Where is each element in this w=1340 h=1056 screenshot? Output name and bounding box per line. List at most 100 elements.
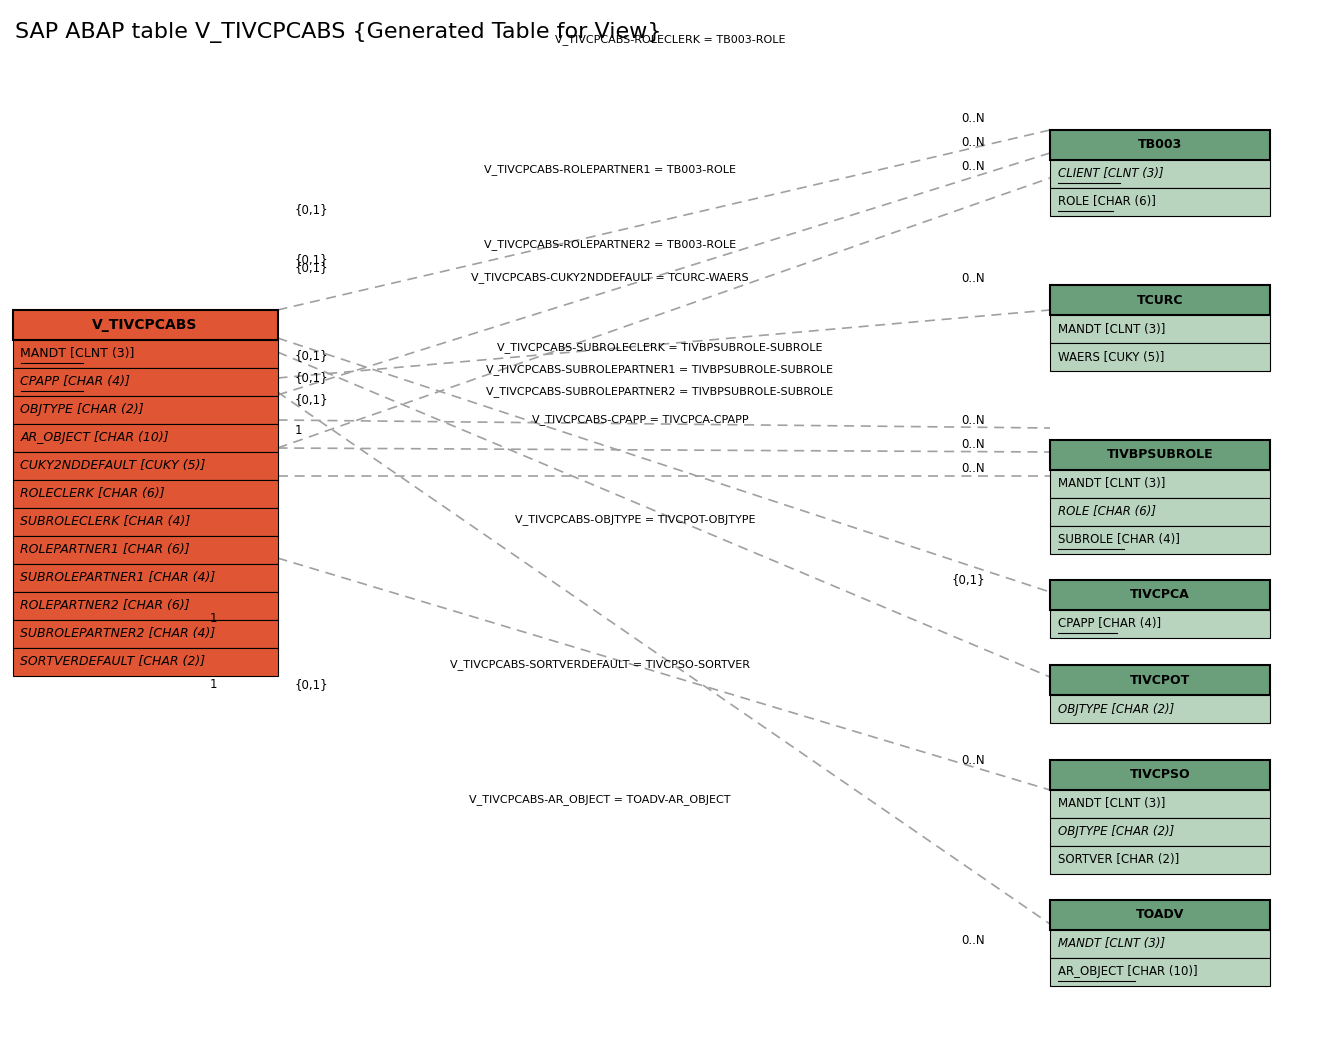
Text: V_TIVCPCABS: V_TIVCPCABS <box>92 318 198 332</box>
Text: SUBROLEPARTNER2 [CHAR (4)]: SUBROLEPARTNER2 [CHAR (4)] <box>20 627 216 641</box>
Text: AR_OBJECT [CHAR (10)]: AR_OBJECT [CHAR (10)] <box>20 432 169 445</box>
Text: WAERS [CUKY (5)]: WAERS [CUKY (5)] <box>1059 351 1164 363</box>
Text: CUKY2NDDEFAULT [CUKY (5)]: CUKY2NDDEFAULT [CUKY (5)] <box>20 459 206 472</box>
Text: ROLEPARTNER1 [CHAR (6)]: ROLEPARTNER1 [CHAR (6)] <box>20 544 190 557</box>
Text: {0,1}: {0,1} <box>295 253 328 266</box>
Bar <box>1051 498 1270 526</box>
Text: 0..N: 0..N <box>961 438 985 452</box>
Text: ROLEPARTNER2 [CHAR (6)]: ROLEPARTNER2 [CHAR (6)] <box>20 600 190 612</box>
Bar <box>1051 315 1270 343</box>
Text: 1: 1 <box>210 611 217 624</box>
Bar <box>12 310 277 340</box>
Bar <box>1051 580 1270 610</box>
Text: SUBROLECLERK [CHAR (4)]: SUBROLECLERK [CHAR (4)] <box>20 515 190 528</box>
Text: V_TIVCPCABS-SUBROLEPARTNER1 = TIVBPSUBROLE-SUBROLE: V_TIVCPCABS-SUBROLEPARTNER1 = TIVBPSUBRO… <box>486 364 833 376</box>
Bar <box>12 425 277 452</box>
Text: 0..N: 0..N <box>961 414 985 427</box>
Bar <box>12 536 277 564</box>
Text: SAP ABAP table V_TIVCPCABS {Generated Table for View}: SAP ABAP table V_TIVCPCABS {Generated Ta… <box>15 22 662 43</box>
Text: TIVBPSUBROLE: TIVBPSUBROLE <box>1107 449 1213 461</box>
Text: V_TIVCPCABS-ROLEPARTNER2 = TB003-ROLE: V_TIVCPCABS-ROLEPARTNER2 = TB003-ROLE <box>484 240 736 250</box>
Bar <box>12 367 277 396</box>
Bar <box>1051 610 1270 638</box>
Text: SUBROLE [CHAR (4)]: SUBROLE [CHAR (4)] <box>1059 533 1181 547</box>
Text: MANDT [CLNT (3)]: MANDT [CLNT (3)] <box>1059 938 1164 950</box>
Text: TIVCPCA: TIVCPCA <box>1130 588 1190 602</box>
Text: 1: 1 <box>210 679 217 692</box>
Text: OBJTYPE [CHAR (2)]: OBJTYPE [CHAR (2)] <box>1059 826 1174 838</box>
Text: TIVCPOT: TIVCPOT <box>1130 674 1190 686</box>
Bar <box>12 396 277 425</box>
Text: V_TIVCPCABS-AR_OBJECT = TOADV-AR_OBJECT: V_TIVCPCABS-AR_OBJECT = TOADV-AR_OBJECT <box>469 794 730 806</box>
Bar <box>1051 695 1270 723</box>
Text: {0,1}: {0,1} <box>295 204 328 216</box>
Text: V_TIVCPCABS-CPAPP = TIVCPCA-CPAPP: V_TIVCPCABS-CPAPP = TIVCPCA-CPAPP <box>532 415 748 426</box>
Bar <box>1051 526 1270 554</box>
Text: V_TIVCPCABS-CUKY2NDDEFAULT = TCURC-WAERS: V_TIVCPCABS-CUKY2NDDEFAULT = TCURC-WAERS <box>472 272 749 283</box>
Text: OBJTYPE [CHAR (2)]: OBJTYPE [CHAR (2)] <box>20 403 145 416</box>
Text: OBJTYPE [CHAR (2)]: OBJTYPE [CHAR (2)] <box>1059 702 1174 716</box>
Text: V_TIVCPCABS-SUBROLEPARTNER2 = TIVBPSUBROLE-SUBROLE: V_TIVCPCABS-SUBROLEPARTNER2 = TIVBPSUBRO… <box>486 386 833 397</box>
Bar <box>1051 900 1270 930</box>
Bar <box>12 340 277 367</box>
Text: {0,1}: {0,1} <box>295 679 328 692</box>
Text: MANDT [CLNT (3)]: MANDT [CLNT (3)] <box>1059 322 1166 336</box>
Text: ROLECLERK [CHAR (6)]: ROLECLERK [CHAR (6)] <box>20 488 165 501</box>
Text: TB003: TB003 <box>1138 138 1182 151</box>
Text: {0,1}: {0,1} <box>295 372 328 384</box>
Bar <box>12 620 277 648</box>
Text: SORTVER [CHAR (2)]: SORTVER [CHAR (2)] <box>1059 853 1179 867</box>
Bar <box>12 592 277 620</box>
Text: ROLE [CHAR (6)]: ROLE [CHAR (6)] <box>1059 506 1156 518</box>
Text: 1: 1 <box>295 423 303 436</box>
Text: V_TIVCPCABS-ROLEPARTNER1 = TB003-ROLE: V_TIVCPCABS-ROLEPARTNER1 = TB003-ROLE <box>484 165 736 175</box>
Bar <box>1051 343 1270 371</box>
Bar <box>1051 188 1270 216</box>
Text: V_TIVCPCABS-SORTVERDEFAULT = TIVCPSO-SORTVER: V_TIVCPCABS-SORTVERDEFAULT = TIVCPSO-SOR… <box>450 660 750 671</box>
Bar <box>12 508 277 536</box>
Text: TIVCPSO: TIVCPSO <box>1130 769 1190 781</box>
Bar <box>12 648 277 676</box>
Text: 0..N: 0..N <box>961 271 985 284</box>
Text: {0,1}: {0,1} <box>295 394 328 407</box>
Text: 0..N: 0..N <box>961 934 985 946</box>
Bar <box>1051 790 1270 818</box>
Bar <box>12 564 277 592</box>
Text: V_TIVCPCABS-OBJTYPE = TIVCPOT-OBJTYPE: V_TIVCPCABS-OBJTYPE = TIVCPOT-OBJTYPE <box>515 514 756 526</box>
Text: TCURC: TCURC <box>1136 294 1183 306</box>
Text: CPAPP [CHAR (4)]: CPAPP [CHAR (4)] <box>1059 618 1162 630</box>
Text: MANDT [CLNT (3)]: MANDT [CLNT (3)] <box>20 347 135 360</box>
Text: MANDT [CLNT (3)]: MANDT [CLNT (3)] <box>1059 797 1166 811</box>
Bar <box>1051 930 1270 958</box>
Text: {0,1}: {0,1} <box>295 350 328 362</box>
Bar <box>1051 760 1270 790</box>
Bar <box>1051 161 1270 188</box>
Bar <box>1051 665 1270 695</box>
Bar <box>1051 285 1270 315</box>
Bar <box>1051 440 1270 470</box>
Text: V_TIVCPCABS-ROLECLERK = TB003-ROLE: V_TIVCPCABS-ROLECLERK = TB003-ROLE <box>555 35 785 45</box>
Bar <box>12 480 277 508</box>
Text: AR_OBJECT [CHAR (10)]: AR_OBJECT [CHAR (10)] <box>1059 965 1198 979</box>
Text: CLIENT [CLNT (3)]: CLIENT [CLNT (3)] <box>1059 168 1163 181</box>
Text: 0..N: 0..N <box>961 754 985 767</box>
Text: SUBROLEPARTNER1 [CHAR (4)]: SUBROLEPARTNER1 [CHAR (4)] <box>20 571 216 585</box>
Bar <box>1051 818 1270 846</box>
Bar <box>1051 470 1270 498</box>
Text: ROLE [CHAR (6)]: ROLE [CHAR (6)] <box>1059 195 1156 208</box>
Text: 0..N: 0..N <box>961 135 985 149</box>
Text: CPAPP [CHAR (4)]: CPAPP [CHAR (4)] <box>20 376 130 389</box>
Text: 0..N: 0..N <box>961 159 985 172</box>
Bar <box>1051 846 1270 874</box>
Text: SORTVERDEFAULT [CHAR (2)]: SORTVERDEFAULT [CHAR (2)] <box>20 656 205 668</box>
Text: V_TIVCPCABS-SUBROLECLERK = TIVBPSUBROLE-SUBROLE: V_TIVCPCABS-SUBROLECLERK = TIVBPSUBROLE-… <box>497 342 823 354</box>
Text: 0..N: 0..N <box>961 461 985 474</box>
Text: MANDT [CLNT (3)]: MANDT [CLNT (3)] <box>1059 477 1166 490</box>
Bar <box>12 452 277 480</box>
Text: {0,1}: {0,1} <box>295 262 328 275</box>
Text: 0..N: 0..N <box>961 112 985 125</box>
Text: {0,1}: {0,1} <box>951 573 985 586</box>
Bar <box>1051 958 1270 986</box>
Text: TOADV: TOADV <box>1136 908 1185 922</box>
Bar <box>1051 130 1270 161</box>
